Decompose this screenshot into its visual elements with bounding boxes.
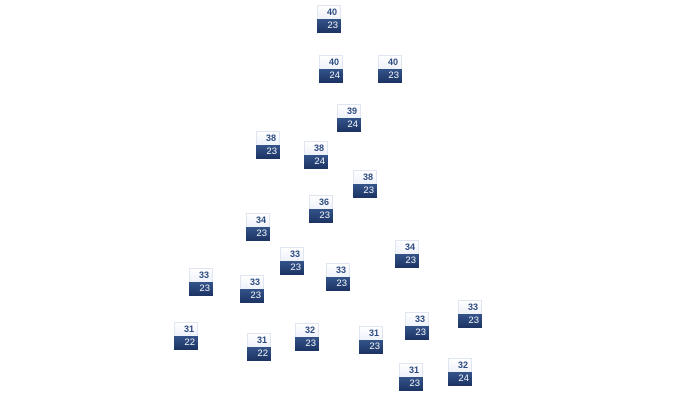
temperature-marker[interactable]: 34 23 [395, 240, 419, 268]
high-temp: 33 [240, 275, 264, 289]
low-temp: 23 [399, 377, 423, 391]
high-temp: 39 [337, 104, 361, 118]
high-temp: 40 [317, 5, 341, 19]
low-temp: 23 [458, 314, 482, 328]
low-temp: 23 [317, 19, 341, 33]
low-temp: 23 [309, 209, 333, 223]
temperature-marker[interactable]: 33 23 [280, 247, 304, 275]
low-temp: 23 [189, 282, 213, 296]
high-temp: 31 [359, 326, 383, 340]
high-temp: 40 [378, 55, 402, 69]
low-temp: 24 [337, 118, 361, 132]
temperature-marker[interactable]: 31 23 [399, 363, 423, 391]
temperature-marker[interactable]: 33 23 [458, 300, 482, 328]
high-temp: 31 [174, 322, 198, 336]
temperature-marker[interactable]: 32 24 [448, 358, 472, 386]
temperature-marker[interactable]: 38 24 [304, 141, 328, 169]
high-temp: 38 [256, 131, 280, 145]
high-temp: 33 [280, 247, 304, 261]
low-temp: 23 [240, 289, 264, 303]
high-temp: 36 [309, 195, 333, 209]
high-temp: 38 [353, 170, 377, 184]
low-temp: 23 [246, 227, 270, 241]
high-temp: 33 [189, 268, 213, 282]
high-temp: 34 [246, 213, 270, 227]
high-temp: 32 [295, 323, 319, 337]
low-temp: 23 [256, 145, 280, 159]
temperature-marker[interactable]: 33 23 [326, 263, 350, 291]
high-temp: 33 [326, 263, 350, 277]
temperature-marker[interactable]: 33 23 [189, 268, 213, 296]
high-temp: 40 [319, 55, 343, 69]
temperature-marker[interactable]: 34 23 [246, 213, 270, 241]
temperature-marker[interactable]: 40 24 [319, 55, 343, 83]
high-temp: 33 [405, 312, 429, 326]
temperature-marker[interactable]: 33 23 [405, 312, 429, 340]
temperature-marker[interactable]: 31 22 [174, 322, 198, 350]
low-temp: 23 [326, 277, 350, 291]
low-temp: 23 [295, 337, 319, 351]
high-temp: 31 [399, 363, 423, 377]
temperature-marker[interactable]: 33 23 [240, 275, 264, 303]
low-temp: 24 [304, 155, 328, 169]
high-temp: 38 [304, 141, 328, 155]
low-temp: 24 [319, 69, 343, 83]
low-temp: 22 [174, 336, 198, 350]
temperature-marker[interactable]: 40 23 [378, 55, 402, 83]
low-temp: 23 [395, 254, 419, 268]
high-temp: 34 [395, 240, 419, 254]
temperature-marker[interactable]: 38 23 [256, 131, 280, 159]
low-temp: 23 [359, 340, 383, 354]
low-temp: 23 [378, 69, 402, 83]
temperature-marker[interactable]: 31 23 [359, 326, 383, 354]
low-temp: 22 [247, 347, 271, 361]
low-temp: 23 [353, 184, 377, 198]
temperature-marker[interactable]: 39 24 [337, 104, 361, 132]
low-temp: 23 [405, 326, 429, 340]
high-temp: 32 [448, 358, 472, 372]
temperature-marker[interactable]: 31 22 [247, 333, 271, 361]
high-temp: 33 [458, 300, 482, 314]
temperature-marker[interactable]: 38 23 [353, 170, 377, 198]
temperature-marker[interactable]: 32 23 [295, 323, 319, 351]
high-temp: 31 [247, 333, 271, 347]
temperature-marker[interactable]: 36 23 [309, 195, 333, 223]
temperature-marker[interactable]: 40 23 [317, 5, 341, 33]
low-temp: 24 [448, 372, 472, 386]
low-temp: 23 [280, 261, 304, 275]
